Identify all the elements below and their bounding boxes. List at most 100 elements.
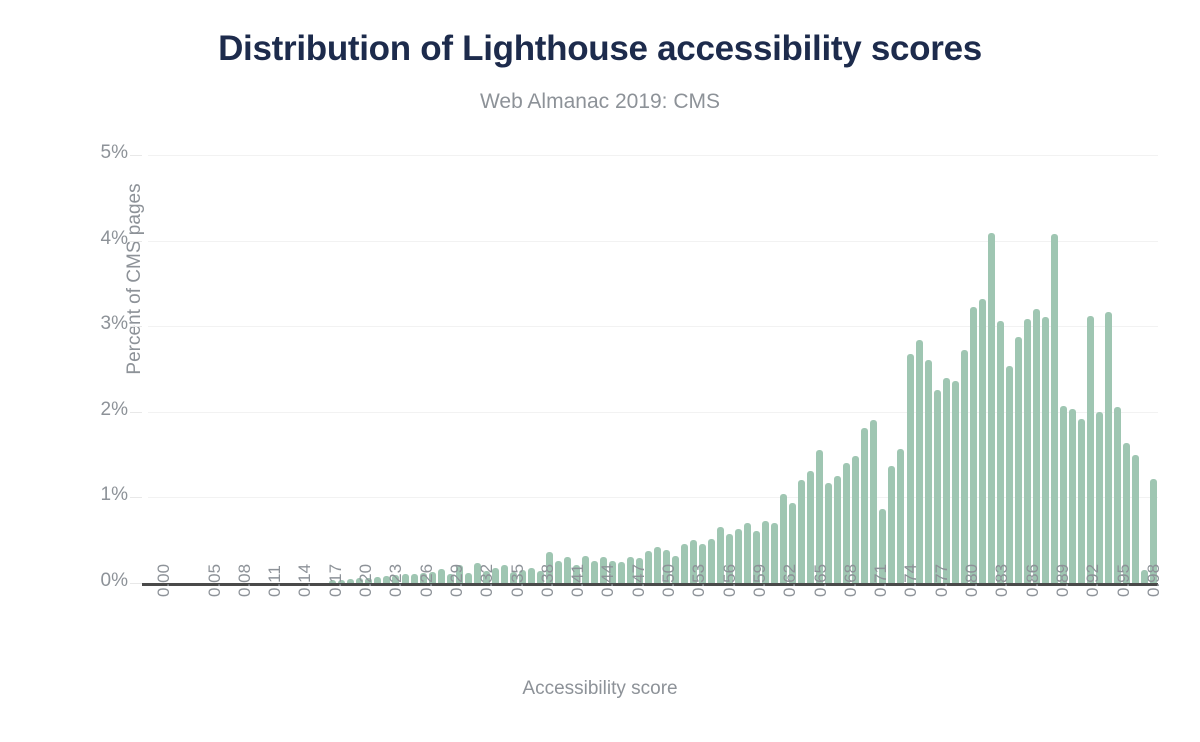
y-axis-tick-label: 3%: [100, 313, 128, 335]
y-axis-tick-mark: [130, 497, 142, 499]
bar: [347, 578, 355, 583]
bar: [708, 538, 716, 583]
bar: [329, 579, 337, 583]
x-axis-tick-label: 0.86: [1022, 563, 1042, 597]
bar: [374, 577, 382, 583]
bar: [753, 530, 761, 583]
chart-title: Distribution of Lighthouse accessibility…: [218, 29, 982, 68]
bar: [735, 529, 743, 583]
x-axis-tick-label: 0.35: [507, 563, 527, 597]
x-axis-tick-label: 0.83: [992, 563, 1012, 597]
bar: [1077, 418, 1085, 583]
x-axis-tick-label: 0.47: [628, 563, 648, 597]
x-axis-tick-label: 0.89: [1052, 563, 1072, 597]
bar: [446, 573, 454, 583]
bar: [392, 575, 400, 583]
bar: [987, 232, 995, 583]
x-axis-tick-label: 0.65: [810, 563, 830, 597]
bar: [509, 571, 517, 583]
bar: [617, 561, 625, 583]
bar: [969, 307, 977, 583]
bar: [699, 543, 707, 583]
y-axis-tick-label: 1%: [100, 484, 128, 506]
bar: [356, 577, 364, 583]
x-axis-tick-label: 0.92: [1083, 563, 1103, 597]
bar: [536, 571, 544, 583]
bar: [897, 449, 905, 583]
bar: [518, 570, 526, 583]
y-axis-tick-mark: [130, 326, 142, 328]
x-axis-tick-label: 0.08: [234, 563, 254, 597]
bar: [563, 557, 571, 583]
gridline: [148, 240, 1158, 242]
gridline: [148, 326, 1158, 328]
bar: [1149, 478, 1157, 583]
bar: [978, 298, 986, 583]
bar: [789, 503, 797, 583]
bar: [1023, 318, 1031, 583]
bar: [915, 339, 923, 583]
bar: [807, 470, 815, 583]
bar: [1140, 570, 1148, 583]
x-axis-tick-label: 0.44: [598, 563, 618, 597]
bar: [843, 463, 851, 583]
bar: [383, 576, 391, 583]
bar: [1041, 316, 1049, 583]
bar: [1122, 442, 1130, 583]
y-axis-tick-mark: [130, 411, 142, 413]
bar: [861, 428, 869, 583]
x-axis-tick-label: 0.71: [871, 563, 891, 597]
bar: [1113, 406, 1121, 583]
bar: [771, 523, 779, 583]
bar: [942, 378, 950, 583]
x-axis-tick-label: 0.38: [537, 563, 557, 597]
bar: [654, 547, 661, 583]
bar: [545, 552, 553, 583]
x-axis-tick-label: 0.20: [356, 563, 375, 597]
bar: [1059, 405, 1067, 583]
bar: [644, 551, 652, 583]
y-axis-tick-label: 5%: [100, 142, 128, 163]
bar: [996, 321, 1004, 583]
x-axis-tick-label: 0.05: [204, 563, 224, 597]
y-axis-tick-label: 2%: [100, 398, 128, 420]
x-axis-tick-label: 0.14: [295, 563, 315, 597]
x-axis-tick-label: 0.41: [568, 563, 588, 597]
bar: [608, 560, 616, 583]
y-axis-tick-label: 0%: [100, 570, 128, 591]
y-axis-tick-label: 4%: [100, 227, 128, 249]
x-axis-baseline: [142, 583, 1158, 586]
bar: [1068, 409, 1076, 583]
bar: [834, 476, 842, 583]
bar: [825, 482, 833, 583]
y-axis-tick-mark: [130, 240, 142, 242]
bar: [690, 540, 698, 583]
gridline: [148, 497, 1158, 499]
x-axis-tick-label: 0.80: [962, 563, 981, 597]
bar: [798, 480, 806, 583]
bar: [1086, 315, 1094, 583]
bar: [428, 571, 436, 583]
chart-subtitle: Web Almanac 2019: CMS: [479, 90, 721, 113]
x-axis-tick-label: 0.62: [780, 563, 800, 597]
x-axis-tick-label: 0.56: [719, 563, 739, 597]
bar: [500, 565, 508, 583]
y-axis-tick-mark: [130, 155, 142, 156]
bar: [365, 577, 373, 583]
x-axis-tick-label: 0.11: [265, 565, 285, 597]
gridline: [148, 411, 1158, 413]
x-axis-tick-label: 0.29: [446, 563, 466, 597]
x-axis-tick-label: 0.23: [386, 563, 406, 597]
bar: [437, 569, 445, 583]
bar: [933, 390, 941, 583]
bar: [1032, 309, 1040, 583]
bar: [960, 350, 968, 583]
bar: [816, 450, 824, 583]
x-axis-tick-label: 0.59: [749, 563, 769, 597]
x-axis-title: Accessibility score: [522, 678, 678, 699]
bar: [1131, 454, 1139, 583]
bar: [527, 567, 535, 583]
x-axis-tick-label: 0.77: [931, 563, 951, 597]
bar: [951, 380, 959, 583]
x-axis-tick-label: 0.26: [416, 563, 436, 597]
